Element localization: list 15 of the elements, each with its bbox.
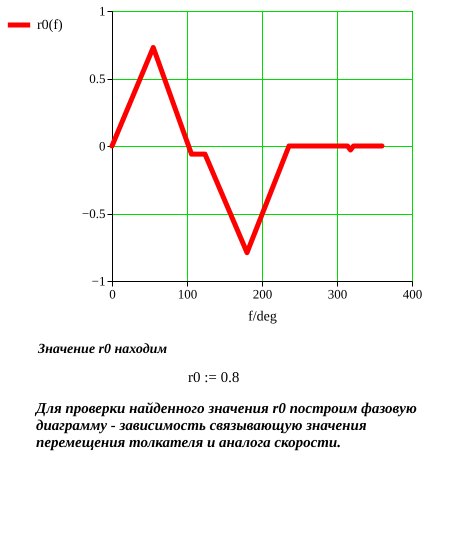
- x-tick-label: 100: [178, 286, 198, 302]
- y-tick-label: 0: [99, 138, 106, 154]
- y-tick-label: 0.5: [89, 71, 106, 86]
- legend-label: r0(f): [37, 18, 63, 33]
- text: r0 := 0.8: [188, 370, 240, 387]
- y-tick-label: −1: [92, 274, 106, 288]
- text: Значение r0 находим: [38, 342, 168, 358]
- x-axis-title: f/deg: [248, 310, 277, 324]
- y-tick-label: −0.5: [82, 206, 106, 221]
- x-tick-label: 0: [109, 286, 116, 302]
- text: Для проверки найденного значения r0 построим фазовую диаграмму - зависимость связывающую значения перемещения толкателя и аналога скорости.: [36, 401, 418, 452]
- x-tick-label: 400: [402, 286, 422, 302]
- x-tick-label: 200: [252, 286, 272, 302]
- x-tick-label: 300: [328, 286, 348, 302]
- y-tick-label: 1: [99, 4, 106, 18]
